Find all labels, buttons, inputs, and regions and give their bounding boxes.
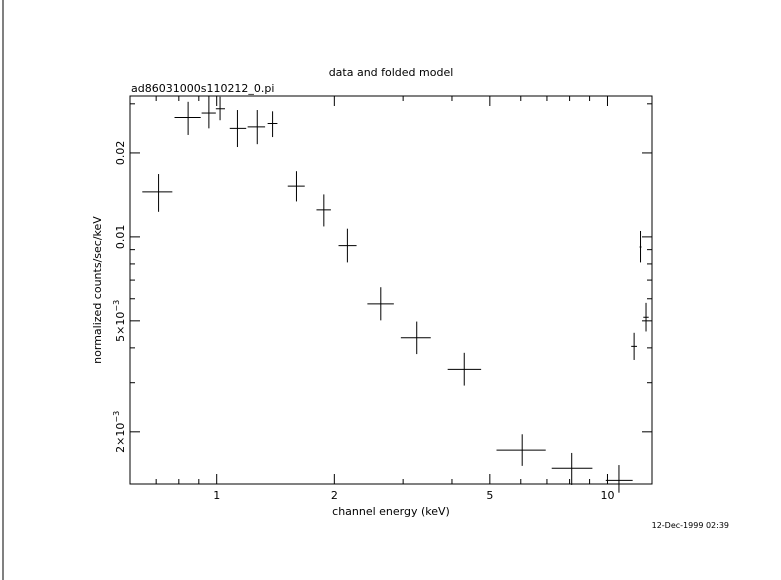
data-point (496, 434, 546, 466)
data-point (201, 96, 216, 129)
data-point (551, 452, 593, 485)
x-tick-label: 5 (486, 489, 493, 502)
data-point (367, 287, 394, 321)
data-point (267, 111, 278, 138)
data-point (400, 321, 431, 355)
y-ticks: 2×10−3 5×10−3 0.01 0.02 (112, 103, 652, 453)
data-point (229, 110, 247, 148)
data-point (247, 110, 266, 145)
y-tick-label: 5×10−3 (112, 300, 127, 342)
chart-title: data and folded model (329, 66, 454, 79)
data-point (142, 174, 173, 212)
data-point (316, 194, 331, 227)
x-tick-label: 1 (213, 489, 220, 502)
x-ticks: 1 2 5 10 (129, 96, 614, 502)
x-axis-label: channel energy (keV) (332, 505, 450, 518)
data-points (142, 96, 649, 493)
data-point (631, 332, 637, 360)
y-tick-label: 2×10−3 (112, 411, 127, 453)
x-tick-label: 10 (600, 489, 614, 502)
data-point (338, 228, 357, 263)
timestamp: 12-Dec-1999 02:39 (652, 521, 729, 530)
data-point (287, 171, 305, 202)
plot-frame (129, 95, 653, 485)
data-point (215, 96, 225, 121)
data-point (605, 465, 633, 493)
chart-subtitle: ad86031000s110212_0.pi (131, 82, 274, 95)
y-tick-label: 0.02 (114, 141, 127, 166)
data-point (174, 101, 201, 135)
data-point (447, 352, 482, 386)
y-tick-label: 0.01 (114, 225, 127, 250)
data-point (639, 230, 642, 263)
x-tick-label: 2 (331, 489, 338, 502)
y-axis-label: normalized counts/sec/keV (91, 216, 104, 364)
data-point (643, 302, 649, 332)
